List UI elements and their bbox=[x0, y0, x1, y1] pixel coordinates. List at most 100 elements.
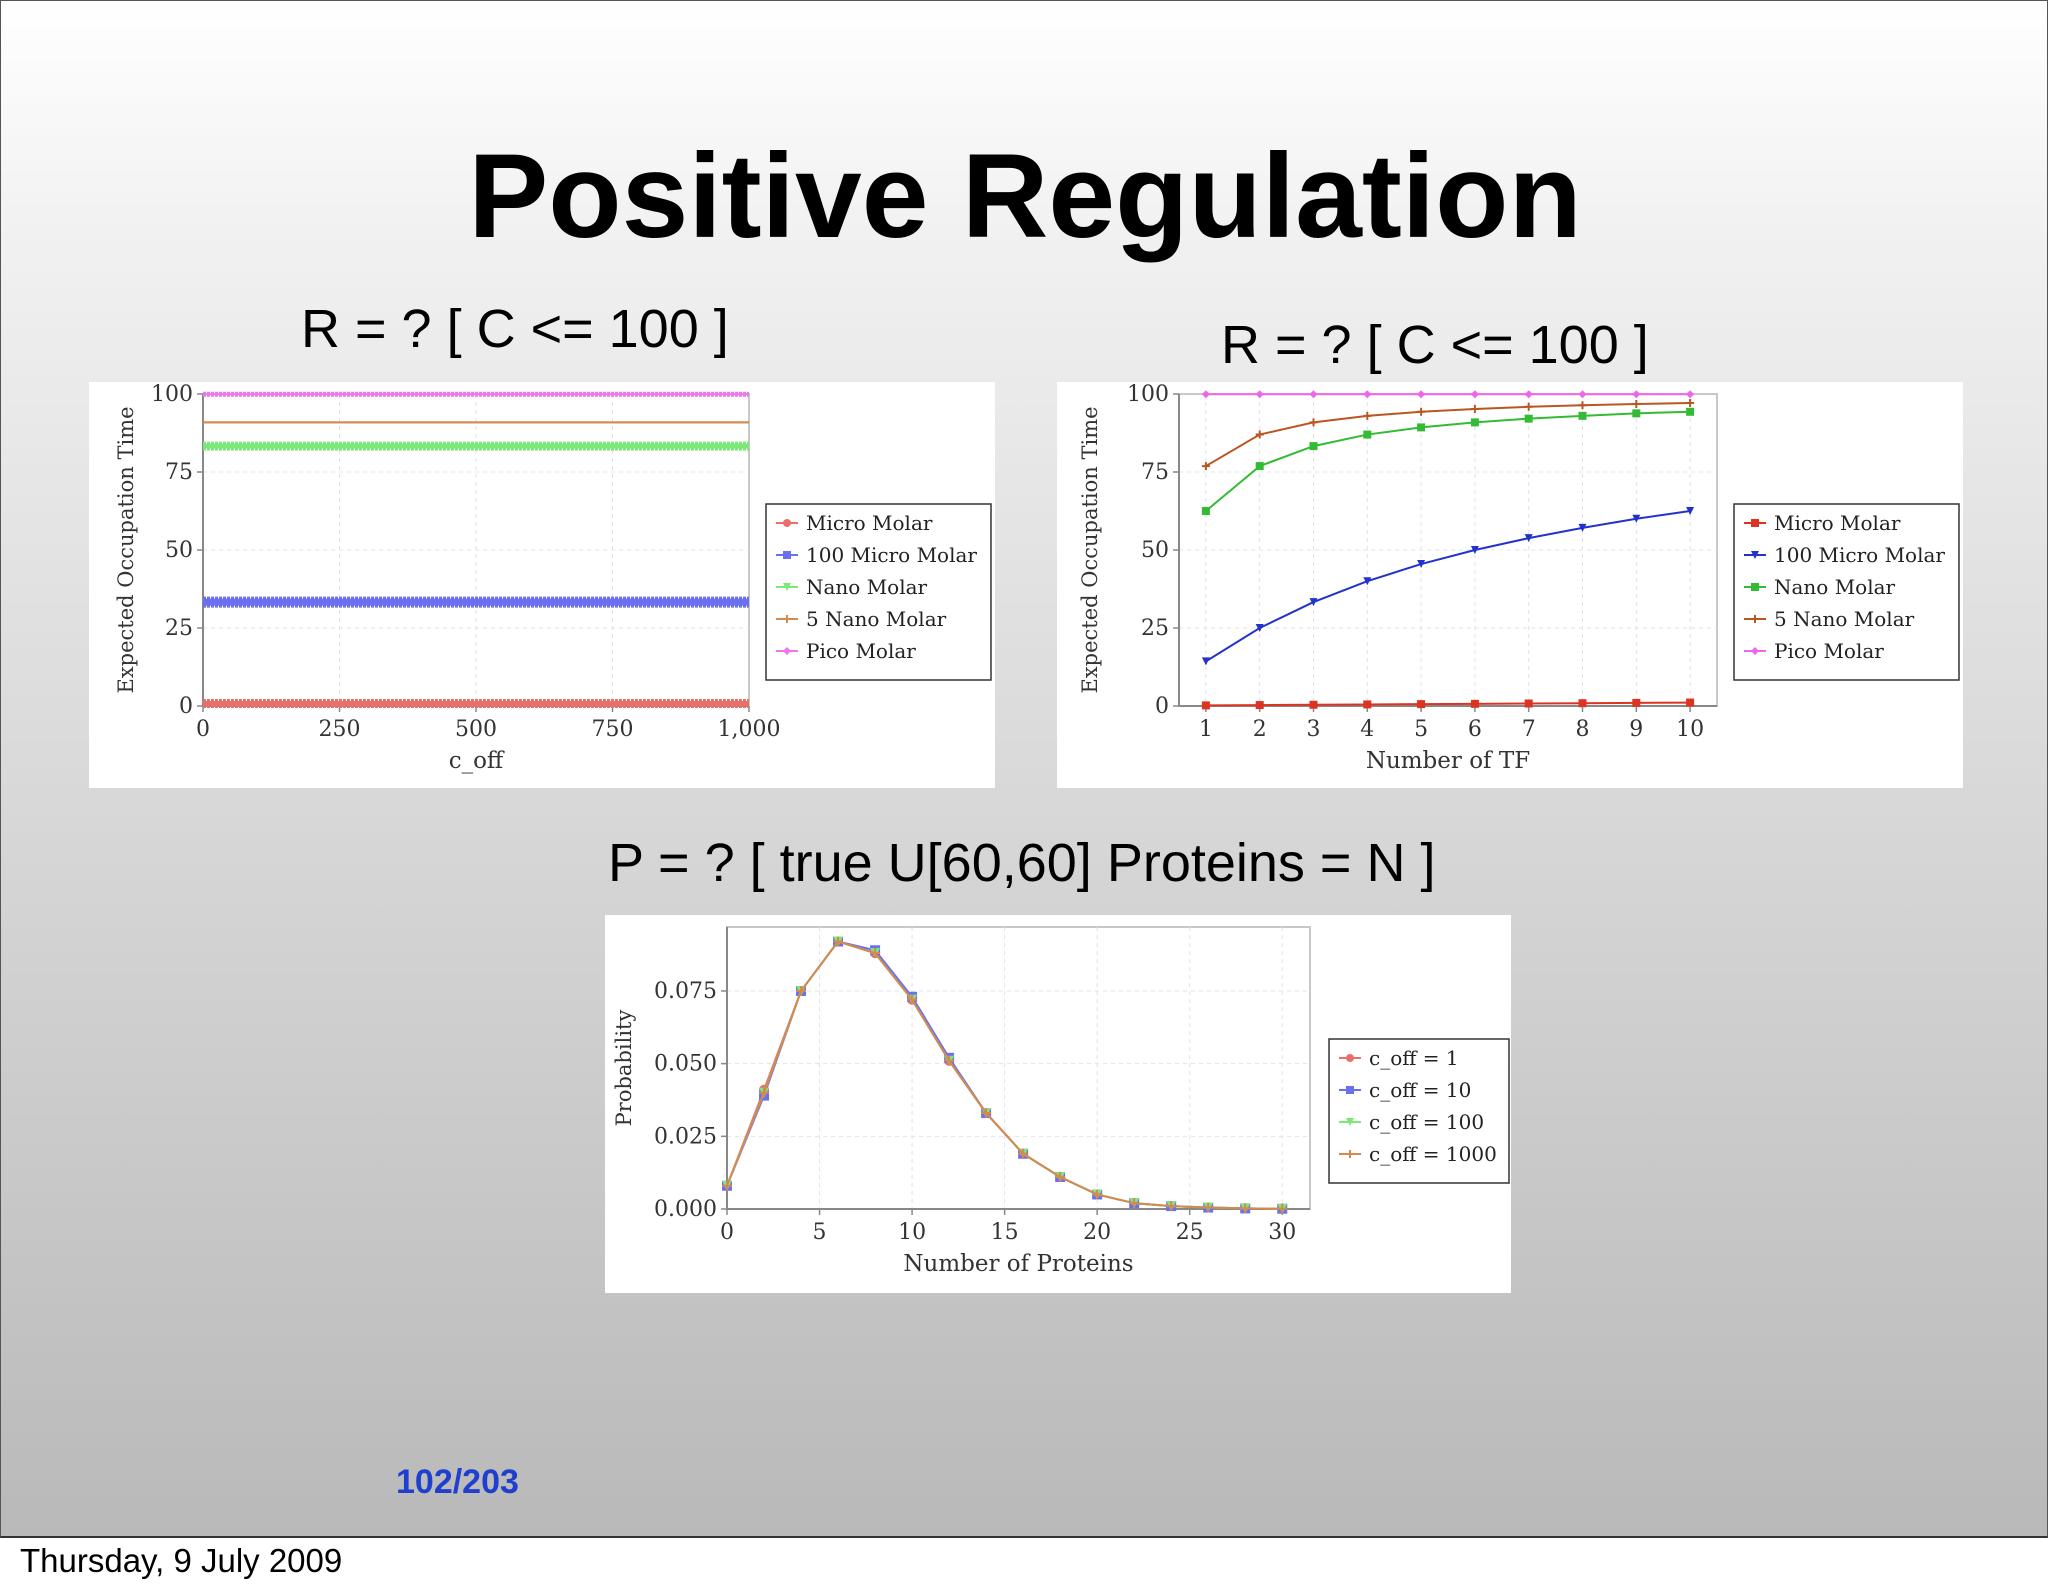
data-point bbox=[1166, 1201, 1177, 1212]
data-point bbox=[1470, 418, 1479, 427]
chart-panel-probability-vs-proteins: 0 5 10 15 20 25 30 0.000 0.025 0.050 0.075 Number o… bbox=[605, 915, 1511, 1293]
legend-item: Nano Molar bbox=[1744, 575, 1896, 599]
x-tick-label: 250 bbox=[319, 717, 361, 742]
data-point bbox=[1363, 700, 1372, 709]
data-point bbox=[870, 948, 881, 959]
gridlines bbox=[727, 927, 1310, 1209]
data-point bbox=[722, 1180, 732, 1191]
legend-item: Nano Molar bbox=[776, 575, 928, 599]
data-point bbox=[1578, 523, 1587, 532]
x-tick-label: 25 bbox=[1176, 1220, 1204, 1245]
series-line bbox=[1205, 510, 1691, 663]
data-point bbox=[1255, 624, 1264, 632]
data-point bbox=[1524, 402, 1533, 411]
data-point bbox=[1470, 546, 1479, 554]
series-5 bbox=[1201, 390, 1695, 399]
data-point bbox=[981, 1108, 992, 1119]
data-point bbox=[1309, 700, 1318, 709]
data-point bbox=[1055, 1172, 1066, 1183]
y-tick-label: 0 bbox=[179, 694, 193, 719]
x-tick-label: 8 bbox=[1576, 717, 1590, 742]
data-point bbox=[1632, 698, 1641, 707]
legend-item: 5 Nano Molar bbox=[1744, 607, 1915, 631]
data-point bbox=[1129, 1198, 1140, 1209]
legend: c_off = 1 c_off = 10 c_off = 100 c_off = 10… bbox=[1328, 1038, 1510, 1184]
y-axis-label: Expected Occupation Time bbox=[1078, 406, 1102, 693]
data-point bbox=[1417, 407, 1426, 416]
legend-marker bbox=[1751, 615, 1759, 623]
x-tick-label: 5 bbox=[1414, 717, 1428, 742]
legend-item: Pico Molar bbox=[1744, 639, 1884, 663]
data-point bbox=[1309, 598, 1318, 607]
data-point bbox=[1255, 390, 1264, 399]
chart-caption-3: P = ? [ true U[60,60] Proteins = N ] bbox=[608, 833, 1436, 893]
data-point bbox=[1363, 411, 1372, 420]
x-axis-label: c_off bbox=[449, 748, 505, 774]
data-point bbox=[1470, 404, 1479, 413]
page-number: 102/203 bbox=[396, 1463, 519, 1501]
data-point bbox=[1578, 699, 1587, 708]
data-point bbox=[1686, 407, 1695, 416]
legend-label: c_off = 1 bbox=[1369, 1046, 1459, 1070]
x-tick-label: 4 bbox=[1360, 717, 1374, 742]
legend-marker bbox=[783, 583, 791, 591]
legend-marker bbox=[1346, 1086, 1354, 1094]
x-tick-label: 10 bbox=[898, 1220, 926, 1245]
x-axis-label: Number of TF bbox=[1366, 748, 1530, 774]
series-line bbox=[1205, 410, 1691, 512]
data-point bbox=[1018, 1148, 1029, 1159]
legend-label: c_off = 100 bbox=[1369, 1110, 1484, 1134]
legend: Micro Molar 100 Micro Molar Nano Molar 5 Na… bbox=[765, 503, 992, 681]
x-tick-label: 2 bbox=[1253, 717, 1267, 742]
data-point bbox=[1201, 462, 1210, 471]
legend-marker bbox=[1346, 1150, 1354, 1158]
legend-label: Pico Molar bbox=[806, 639, 916, 663]
x-tick-label: 5 bbox=[813, 1220, 827, 1245]
data-point bbox=[1309, 442, 1318, 451]
legend-marker bbox=[1346, 1118, 1354, 1126]
data-point bbox=[1578, 411, 1587, 420]
data-point bbox=[1578, 390, 1587, 399]
y-tick-label: 0.025 bbox=[654, 1124, 717, 1149]
legend-box bbox=[1733, 503, 1960, 681]
data-point bbox=[1201, 390, 1210, 399]
legend-marker bbox=[783, 647, 791, 655]
data-point bbox=[1309, 390, 1318, 399]
legend-item: c_off = 1 bbox=[1339, 1046, 1459, 1070]
data-point bbox=[1686, 507, 1695, 515]
data-point bbox=[1417, 700, 1426, 709]
data-point bbox=[1363, 577, 1372, 586]
x-tick-label: 10 bbox=[1676, 717, 1704, 742]
data-point bbox=[1524, 390, 1533, 399]
slide: Positive Regulation R = ? [ C <= 100 ] R… bbox=[0, 0, 2048, 1538]
legend-item: 5 Nano Molar bbox=[776, 607, 947, 631]
data-point bbox=[1686, 399, 1695, 408]
data-point bbox=[1632, 514, 1641, 523]
legend-item: c_off = 1000 bbox=[1339, 1142, 1497, 1166]
chart-caption-2: R = ? [ C <= 100 ] bbox=[1221, 315, 1649, 375]
data-point bbox=[1417, 423, 1426, 432]
legend-marker bbox=[1751, 519, 1759, 527]
legend-marker bbox=[1346, 1054, 1354, 1062]
data-point bbox=[1255, 462, 1264, 471]
data-point bbox=[1417, 560, 1426, 569]
x-tick-label: 30 bbox=[1268, 1220, 1296, 1245]
x-tick-label: 1 bbox=[1199, 717, 1213, 742]
x-tick-label: 15 bbox=[991, 1220, 1019, 1245]
y-axis-label: Expected Occupation Time bbox=[114, 406, 138, 693]
data-point bbox=[1240, 1203, 1251, 1214]
legend-label: Pico Molar bbox=[1774, 639, 1884, 663]
y-tick-label: 100 bbox=[151, 382, 193, 407]
x-tick-label: 3 bbox=[1307, 717, 1321, 742]
data-point bbox=[1578, 401, 1587, 410]
data-point bbox=[1363, 390, 1372, 399]
chart-probability-vs-proteins: 0 5 10 15 20 25 30 0.000 0.025 0.050 0.075 Number o… bbox=[612, 926, 1510, 1277]
data-point bbox=[1277, 1203, 1288, 1214]
y-tick-label: 0.075 bbox=[654, 979, 717, 1004]
x-tick-label: 0 bbox=[720, 1220, 734, 1245]
legend-label: 100 Micro Molar bbox=[806, 543, 977, 567]
series-line bbox=[1205, 701, 1691, 707]
y-tick-label: 0 bbox=[1155, 694, 1169, 719]
x-axis-label: Number of Proteins bbox=[903, 1251, 1133, 1277]
x-tick-label: 6 bbox=[1468, 717, 1482, 742]
